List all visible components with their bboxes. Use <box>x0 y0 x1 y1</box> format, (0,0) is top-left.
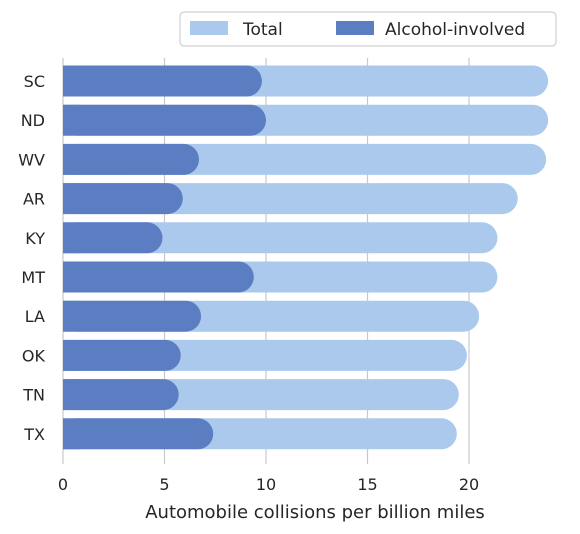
x-tick-label-10: 10 <box>256 475 276 494</box>
legend-swatch-total <box>190 21 228 35</box>
y-tick-labels: SC ND WV AR KY MT LA OK TN TX <box>18 72 45 444</box>
bars <box>63 65 549 450</box>
bar-alcohol-involved-tx <box>63 418 214 450</box>
y-tick-label-nd: ND <box>21 111 45 130</box>
bar-alcohol-involved-ar <box>63 183 183 215</box>
bar-alcohol-involved-la <box>63 300 202 332</box>
x-tick-labels: 0 5 10 15 20 <box>58 475 479 494</box>
x-tick-label-20: 20 <box>459 475 479 494</box>
y-tick-label-tn: TN <box>22 386 45 405</box>
legend-swatch-alcohol-involved <box>336 21 374 35</box>
y-tick-label-tx: TX <box>23 425 45 444</box>
y-tick-label-wv: WV <box>18 150 45 169</box>
x-tick-label-15: 15 <box>357 475 377 494</box>
y-tick-label-ok: OK <box>22 346 46 365</box>
x-tick-label-5: 5 <box>159 475 169 494</box>
legend: Total Alcohol-involved <box>179 11 557 47</box>
bar-alcohol-involved-ok <box>63 339 181 371</box>
y-tick-label-la: LA <box>25 307 45 326</box>
bar-alcohol-involved-nd <box>63 104 266 136</box>
legend-label-alcohol-involved: Alcohol-involved <box>385 20 525 40</box>
bar-alcohol-involved-sc <box>63 65 262 97</box>
bar-alcohol-involved-ky <box>63 222 163 254</box>
bar-alcohol-involved-wv <box>63 143 200 175</box>
bar-alcohol-involved-tn <box>63 379 179 411</box>
y-tick-label-ar: AR <box>23 190 45 209</box>
y-tick-label-ky: KY <box>25 229 45 248</box>
x-tick-label-0: 0 <box>58 475 68 494</box>
x-axis-label: Automobile collisions per billion miles <box>145 502 485 523</box>
y-tick-label-mt: MT <box>21 268 45 287</box>
bar-alcohol-involved-mt <box>63 261 254 293</box>
legend-label-total: Total <box>242 20 283 40</box>
y-tick-label-sc: SC <box>24 72 45 91</box>
